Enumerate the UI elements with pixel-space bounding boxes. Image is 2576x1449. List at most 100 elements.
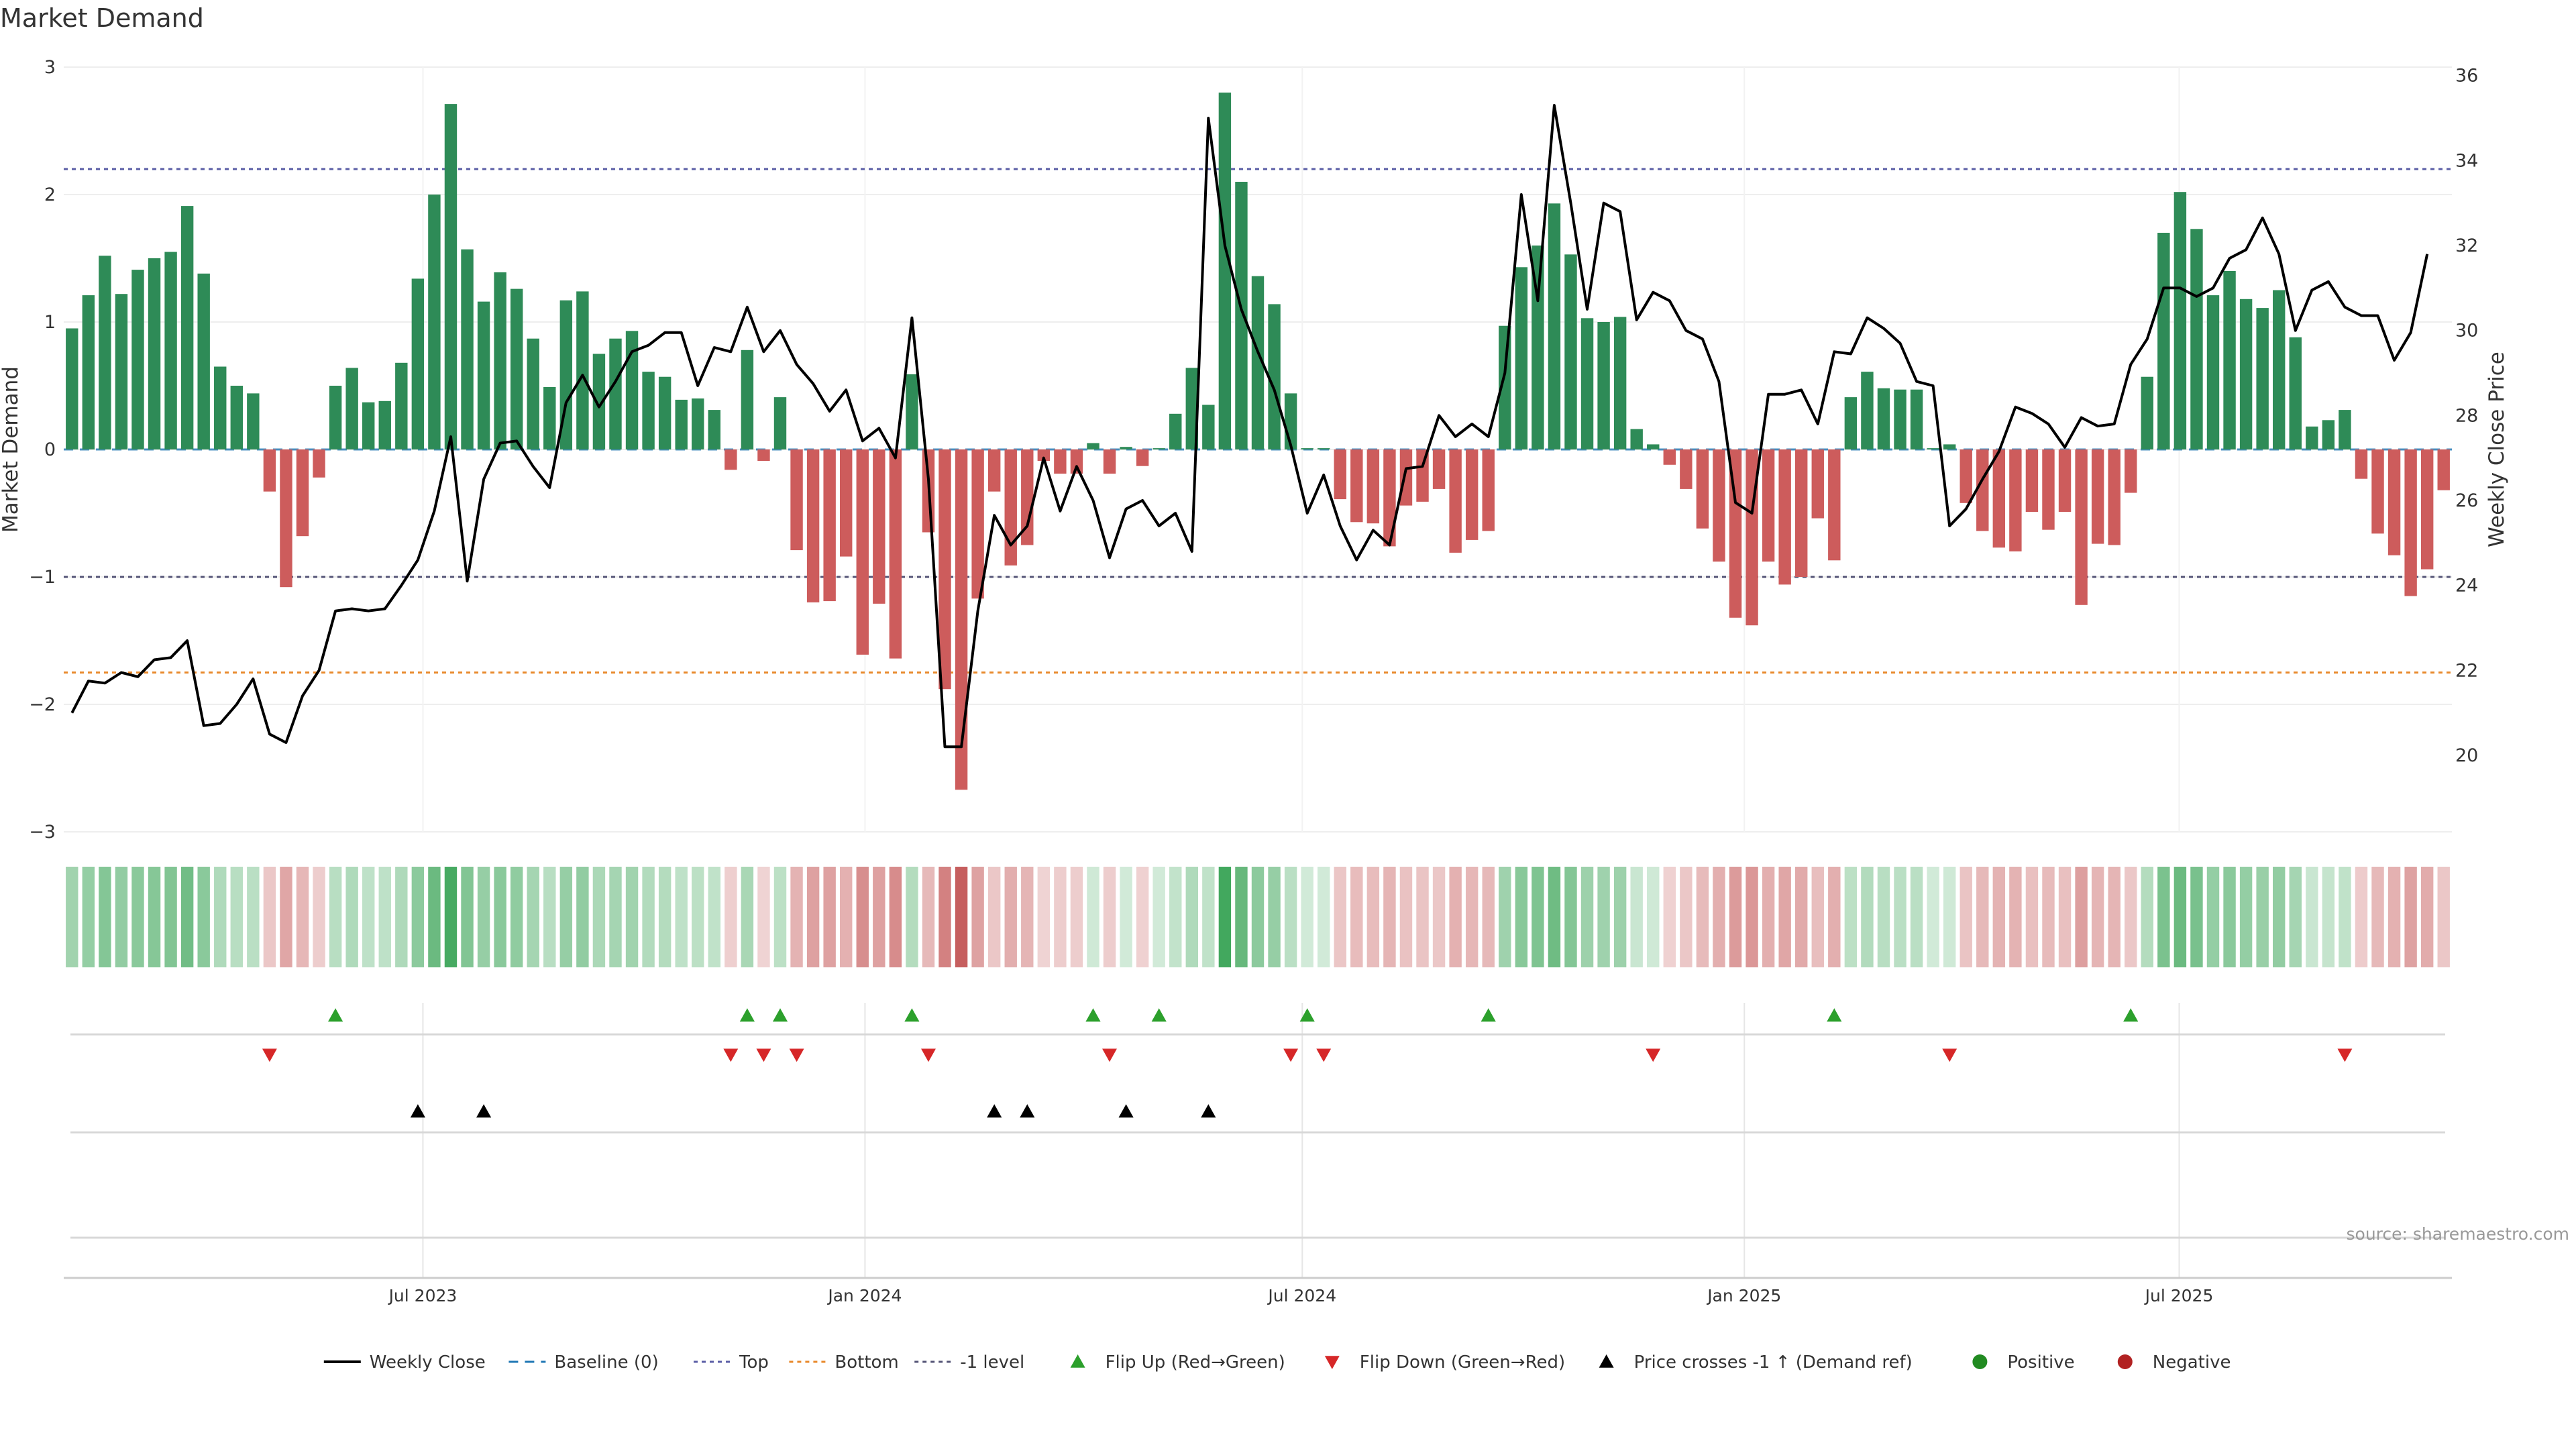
demand-bar <box>2239 299 2253 449</box>
heat-cell <box>1251 867 1265 967</box>
demand-bar <box>428 195 441 449</box>
flip-down-marker <box>2337 1049 2353 1062</box>
heat-cell <box>658 867 672 967</box>
demand-bars <box>66 93 2450 790</box>
heat-cell <box>2009 867 2022 967</box>
demand-bar <box>1482 449 1495 531</box>
demand-bar <box>1811 449 1824 519</box>
price-cross-marker <box>476 1104 492 1118</box>
y-tick-label-left: −1 <box>29 567 56 588</box>
demand-bar <box>1087 443 1099 449</box>
demand-bar <box>329 386 342 449</box>
demand-bar <box>230 386 243 449</box>
heat-cell <box>180 867 194 967</box>
demand-bar <box>1318 448 1330 449</box>
heat-cell <box>938 867 951 967</box>
heat-cell <box>1976 867 1989 967</box>
heat-cell <box>280 867 292 967</box>
heat-cell <box>856 867 869 967</box>
heat-cell <box>1729 867 1742 967</box>
heat-cell <box>1366 867 1380 967</box>
heat-cell <box>1548 867 1561 967</box>
demand-bar <box>576 291 589 449</box>
demand-bar <box>2371 449 2384 534</box>
price-cross-marker <box>987 1104 1002 1118</box>
legend-swatch <box>1972 1354 1988 1369</box>
heat-cell <box>2306 867 2318 967</box>
demand-bar <box>955 449 968 790</box>
heat-cell <box>559 867 573 967</box>
demand-bar <box>1613 317 1627 449</box>
x-tick-label: Jul 2024 <box>1267 1286 1336 1305</box>
demand-bar <box>1927 448 1939 449</box>
y-tick-label-left: −2 <box>29 694 56 715</box>
demand-bar <box>1597 322 1610 449</box>
y-tick-label-left: 3 <box>44 57 56 78</box>
demand-bar <box>1465 449 1479 540</box>
demand-bar <box>2420 449 2434 570</box>
heat-cell <box>1021 867 1034 967</box>
demand-bar <box>1185 368 1198 449</box>
heat-cell <box>1943 867 1956 967</box>
heat-cell <box>296 867 309 967</box>
y-tick-label-right: 30 <box>2455 321 2478 341</box>
demand-bar <box>1713 449 1725 562</box>
demand-bar <box>180 206 194 449</box>
heat-cell <box>987 867 1001 967</box>
demand-bar <box>477 301 490 449</box>
demand-bar <box>280 449 292 588</box>
heat-cell <box>1927 867 1939 967</box>
heat-cell <box>2091 867 2104 967</box>
demand-bar <box>1268 304 1281 449</box>
demand-bar <box>527 338 539 449</box>
y-tick-label-right: 20 <box>2455 745 2478 766</box>
demand-bar <box>2339 410 2351 449</box>
demand-bar <box>444 104 458 450</box>
demand-bar <box>873 449 885 604</box>
heat-cell <box>2437 867 2450 967</box>
demand-heat-strip <box>66 867 2450 967</box>
demand-bar <box>411 278 425 449</box>
demand-bar <box>2190 229 2203 449</box>
heat-cell <box>1795 867 1808 967</box>
heat-cell <box>741 867 754 967</box>
heat-cell <box>1004 867 1017 967</box>
y-tick-label-right: 32 <box>2455 235 2478 256</box>
demand-bar <box>1251 276 1265 449</box>
y-tick-label-right: 36 <box>2455 66 2478 87</box>
heat-cell <box>1120 867 1132 967</box>
heat-cell <box>1383 867 1396 967</box>
heat-cell <box>313 867 325 967</box>
heat-cell <box>1564 867 1577 967</box>
demand-bar <box>1663 449 1676 465</box>
heat-cell <box>1087 867 1099 967</box>
legend-swatch <box>1599 1354 1614 1368</box>
demand-bar <box>1218 93 1232 449</box>
flip-up-marker <box>1827 1008 1842 1022</box>
demand-bar <box>1580 318 1594 449</box>
heat-cell <box>362 867 375 967</box>
x-tick-label: Jul 2025 <box>2144 1286 2214 1305</box>
heat-cell <box>840 867 853 967</box>
heat-cell <box>1992 867 2006 967</box>
heat-cell <box>148 867 161 967</box>
demand-bar <box>2174 192 2187 449</box>
heat-cell <box>1449 867 1462 967</box>
demand-bar <box>1334 449 1346 500</box>
legend-label: Baseline (0) <box>554 1352 658 1373</box>
heat-cell <box>2190 867 2203 967</box>
demand-bar <box>345 368 358 449</box>
heat-cell <box>2289 867 2302 967</box>
demand-bar <box>658 376 672 449</box>
demand-bar <box>131 270 144 449</box>
demand-bar <box>2042 449 2055 530</box>
heat-cell <box>494 867 506 967</box>
heat-cell <box>247 867 260 967</box>
demand-bar <box>1449 449 1462 553</box>
demand-bar <box>856 449 869 655</box>
heat-cell <box>1746 867 1758 967</box>
heat-cell <box>1515 867 1528 967</box>
heat-cell <box>2371 867 2384 967</box>
legend-label: Positive <box>2007 1352 2074 1373</box>
heat-cell <box>823 867 836 967</box>
